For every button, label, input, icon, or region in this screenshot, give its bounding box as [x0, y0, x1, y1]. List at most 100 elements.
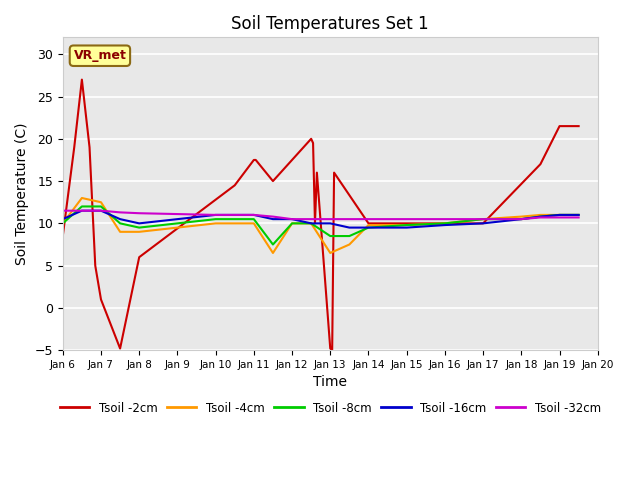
Tsoil -4cm	[78, 195, 86, 201]
Tsoil -32cm	[59, 208, 67, 214]
Tsoil -8cm	[536, 214, 544, 219]
Tsoil -16cm	[403, 225, 410, 230]
Tsoil -32cm	[365, 216, 372, 222]
Tsoil -32cm	[212, 212, 220, 218]
Tsoil -8cm	[136, 225, 143, 230]
Tsoil -4cm	[288, 220, 296, 226]
Line: Tsoil -8cm: Tsoil -8cm	[63, 206, 579, 244]
Tsoil -8cm	[518, 216, 525, 222]
Tsoil -8cm	[403, 222, 410, 228]
Tsoil -2cm	[136, 254, 143, 260]
Tsoil -16cm	[346, 225, 353, 230]
Tsoil -32cm	[97, 208, 105, 214]
Tsoil -8cm	[78, 204, 86, 209]
Tsoil -8cm	[269, 241, 276, 247]
Tsoil -16cm	[518, 216, 525, 222]
Tsoil -8cm	[288, 220, 296, 226]
Tsoil -32cm	[250, 212, 258, 218]
Tsoil -4cm	[250, 220, 258, 226]
Tsoil -16cm	[441, 222, 449, 228]
Tsoil -4cm	[269, 250, 276, 256]
Tsoil -32cm	[536, 215, 544, 220]
Tsoil -16cm	[536, 214, 544, 219]
Tsoil -2cm	[250, 157, 258, 163]
Tsoil -32cm	[288, 216, 296, 222]
Tsoil -16cm	[556, 212, 563, 218]
Tsoil -8cm	[556, 212, 563, 218]
Line: Tsoil -16cm: Tsoil -16cm	[63, 211, 579, 228]
Tsoil -8cm	[250, 216, 258, 222]
Tsoil -2cm	[403, 220, 410, 226]
Line: Tsoil -4cm: Tsoil -4cm	[63, 198, 579, 253]
Tsoil -16cm	[97, 208, 105, 214]
Tsoil -16cm	[326, 220, 334, 226]
Tsoil -2cm	[78, 77, 86, 83]
Tsoil -16cm	[269, 216, 276, 222]
Tsoil -2cm	[479, 220, 487, 226]
Tsoil -2cm	[313, 170, 321, 176]
Tsoil -2cm	[441, 220, 449, 226]
Tsoil -2cm	[536, 161, 544, 167]
Tsoil -2cm	[311, 220, 319, 226]
Y-axis label: Soil Temperature (C): Soil Temperature (C)	[15, 122, 29, 265]
Tsoil -4cm	[536, 212, 544, 218]
Tsoil -4cm	[97, 199, 105, 205]
Tsoil -2cm	[269, 178, 276, 184]
Tsoil -8cm	[307, 220, 315, 226]
Legend: Tsoil -2cm, Tsoil -4cm, Tsoil -8cm, Tsoil -16cm, Tsoil -32cm: Tsoil -2cm, Tsoil -4cm, Tsoil -8cm, Tsoi…	[55, 397, 605, 419]
Tsoil -16cm	[288, 216, 296, 222]
Title: Soil Temperatures Set 1: Soil Temperatures Set 1	[232, 15, 429, 33]
Line: Tsoil -2cm: Tsoil -2cm	[63, 80, 579, 350]
Line: Tsoil -32cm: Tsoil -32cm	[63, 211, 579, 219]
Tsoil -2cm	[86, 144, 93, 150]
Tsoil -16cm	[212, 212, 220, 218]
Tsoil -4cm	[136, 229, 143, 235]
Tsoil -2cm	[92, 263, 99, 268]
Tsoil -8cm	[346, 233, 353, 239]
Tsoil -4cm	[575, 212, 582, 218]
Tsoil -8cm	[116, 220, 124, 226]
Tsoil -4cm	[212, 220, 220, 226]
Tsoil -2cm	[116, 346, 124, 351]
Tsoil -16cm	[307, 220, 315, 226]
Tsoil -32cm	[556, 215, 563, 220]
Tsoil -32cm	[116, 209, 124, 215]
X-axis label: Time: Time	[313, 375, 348, 389]
Tsoil -2cm	[326, 346, 334, 351]
Tsoil -16cm	[365, 225, 372, 230]
Tsoil -4cm	[346, 241, 353, 247]
Tsoil -8cm	[326, 233, 334, 239]
Text: VR_met: VR_met	[74, 49, 126, 62]
Tsoil -32cm	[78, 208, 86, 214]
Tsoil -4cm	[116, 229, 124, 235]
Tsoil -2cm	[231, 182, 239, 188]
Tsoil -8cm	[59, 220, 67, 226]
Tsoil -4cm	[365, 222, 372, 228]
Tsoil -16cm	[250, 212, 258, 218]
Tsoil -32cm	[326, 216, 334, 222]
Tsoil -8cm	[212, 216, 220, 222]
Tsoil -32cm	[136, 210, 143, 216]
Tsoil -4cm	[518, 214, 525, 219]
Tsoil -2cm	[575, 123, 582, 129]
Tsoil -16cm	[479, 220, 487, 226]
Tsoil -4cm	[479, 216, 487, 222]
Tsoil -8cm	[97, 204, 105, 209]
Tsoil -2cm	[365, 220, 372, 226]
Tsoil -2cm	[309, 140, 317, 146]
Tsoil -16cm	[116, 216, 124, 222]
Tsoil -8cm	[365, 225, 372, 230]
Tsoil -4cm	[556, 212, 563, 218]
Tsoil -32cm	[307, 216, 315, 222]
Tsoil -2cm	[97, 297, 105, 302]
Tsoil -32cm	[269, 214, 276, 219]
Tsoil -2cm	[70, 144, 78, 150]
Tsoil -16cm	[78, 208, 86, 214]
Tsoil -4cm	[403, 222, 410, 228]
Tsoil -4cm	[441, 220, 449, 226]
Tsoil -2cm	[556, 123, 563, 129]
Tsoil -2cm	[59, 233, 67, 239]
Tsoil -4cm	[307, 220, 315, 226]
Tsoil -32cm	[403, 216, 410, 222]
Tsoil -32cm	[346, 216, 353, 222]
